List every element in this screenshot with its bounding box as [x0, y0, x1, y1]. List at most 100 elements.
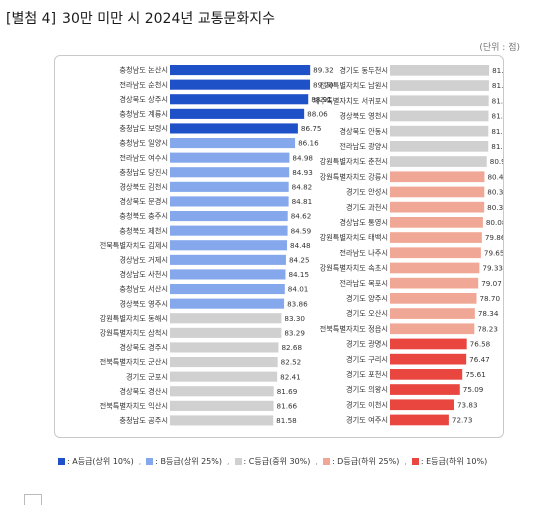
- legend-separator: ,: [227, 457, 230, 466]
- category-label: 전북특별자치도 정읍시: [320, 324, 388, 333]
- title-text: 30만 미만 시 2024년 교통문화지수: [62, 11, 275, 27]
- legend-separator: ,: [138, 457, 142, 466]
- category-label: 경기도 포천시: [346, 370, 388, 379]
- bar: [170, 313, 282, 324]
- value-label: 81.58: [276, 416, 297, 425]
- category-label: 충청남도 계룡시: [119, 109, 168, 118]
- bar: [390, 323, 475, 335]
- value-label: 78.23: [477, 324, 498, 333]
- category-label: 충청남도 공주시: [119, 416, 168, 425]
- legend-label: : E등급(하위 10%): [420, 457, 488, 466]
- bar: [170, 65, 311, 76]
- bar: [170, 371, 278, 382]
- value-label: 80.42: [487, 172, 503, 181]
- bar: [390, 186, 485, 198]
- legend-item: : C등급(중위 30%): [234, 456, 310, 467]
- category-label: 경상북도 영주시: [119, 299, 168, 308]
- bar: [390, 277, 479, 289]
- category-label: 전북특별자치도 익산시: [100, 401, 168, 410]
- category-label: 경기도 동두천시: [339, 66, 388, 75]
- value-label: 81.39: [492, 81, 503, 90]
- bar: [170, 225, 288, 236]
- bar: [390, 80, 489, 91]
- category-label: 강원특별자치도 춘천시: [320, 157, 388, 166]
- value-label: 79.07: [481, 279, 502, 288]
- value-label: 84.98: [292, 153, 313, 162]
- category-label: 전라남도 목포시: [339, 279, 388, 288]
- legend-swatch: [234, 458, 242, 465]
- bar: [170, 284, 285, 295]
- category-label: 경기도 이천시: [346, 400, 388, 409]
- legend-separator: ,: [404, 457, 407, 466]
- value-label: 81.69: [277, 387, 298, 396]
- bar: [170, 269, 286, 280]
- bar: [170, 415, 274, 426]
- category-label: 강원특별자치도 삼척시: [100, 328, 168, 337]
- bar: [390, 384, 460, 395]
- bar: [390, 308, 475, 319]
- category-label: 경상남도 통영시: [339, 218, 388, 227]
- page-corner-box: [24, 494, 42, 505]
- bar: [170, 196, 289, 207]
- value-label: 84.59: [291, 226, 312, 235]
- value-label: 81.25: [491, 142, 503, 151]
- value-label: 86.75: [301, 124, 322, 133]
- value-label: 78.70: [479, 294, 500, 303]
- bar: [170, 327, 282, 338]
- bar: [170, 386, 274, 397]
- bar: [390, 125, 489, 137]
- category-label: 경상북도 상주시: [119, 95, 168, 104]
- legend-item: : B등급(상위 25%): [146, 456, 222, 467]
- value-label: 83.86: [287, 299, 308, 308]
- value-label: 86.16: [298, 139, 319, 148]
- value-label: 82.68: [281, 343, 302, 352]
- value-label: 79.65: [484, 248, 503, 257]
- value-label: 84.15: [288, 270, 309, 279]
- value-label: 83.30: [284, 314, 305, 323]
- legend-item: : A등급(상위 10%): [58, 456, 134, 467]
- category-label: 전북특별자치도 남원시: [320, 81, 388, 90]
- bar: [390, 232, 482, 243]
- category-label: 전북특별자치도 군산시: [100, 358, 168, 367]
- bar: [390, 399, 454, 411]
- category-label: 강원특별자치도 속초시: [320, 264, 388, 273]
- bar: [390, 156, 487, 167]
- bar: [390, 171, 485, 183]
- category-label: 충청남도 서산시: [119, 285, 168, 294]
- title-tag: [별첨 4]: [6, 11, 57, 27]
- value-label: 76.58: [470, 340, 491, 349]
- bar: [170, 108, 305, 119]
- category-label: 경기도 양주시: [346, 294, 388, 303]
- legend-swatch: [58, 458, 65, 465]
- category-label: 경상북도 영천시: [339, 112, 388, 121]
- category-label: 경상남도 사천시: [119, 270, 168, 279]
- bar: [390, 247, 481, 259]
- category-label: 강원특별자치도 태백시: [320, 233, 388, 242]
- bar: [170, 240, 288, 251]
- category-label: 전라남도 순천시: [119, 80, 168, 89]
- value-label: 75.09: [463, 385, 484, 394]
- bar: [390, 141, 489, 152]
- value-label: 76.47: [469, 355, 490, 364]
- category-label: 충청북도 충주시: [119, 212, 168, 221]
- category-label: 전북특별자치도 김제시: [100, 241, 168, 250]
- category-label: 전라남도 여수시: [119, 153, 168, 162]
- value-label: 84.62: [291, 212, 312, 221]
- bar: [390, 353, 467, 365]
- bar: [390, 95, 489, 107]
- legend-swatch: [411, 458, 419, 465]
- legend-label: : D등급(하위 25%): [331, 457, 400, 466]
- value-label: 80.08: [486, 218, 503, 227]
- category-label: 충청남도 당진시: [119, 168, 168, 177]
- value-label: 82.41: [280, 372, 301, 381]
- value-label: 84.81: [292, 197, 313, 206]
- category-label: 충청북도 제천시: [119, 226, 168, 235]
- category-label: 경기도 오산시: [346, 309, 388, 318]
- legend-swatch: [322, 458, 330, 465]
- bar: [170, 400, 274, 411]
- value-label: 84.82: [292, 182, 313, 191]
- value-label: 80.39: [487, 188, 503, 197]
- category-label: 경상북도 경주시: [119, 343, 168, 352]
- bar: [170, 123, 298, 134]
- value-label: 81.30: [492, 112, 503, 121]
